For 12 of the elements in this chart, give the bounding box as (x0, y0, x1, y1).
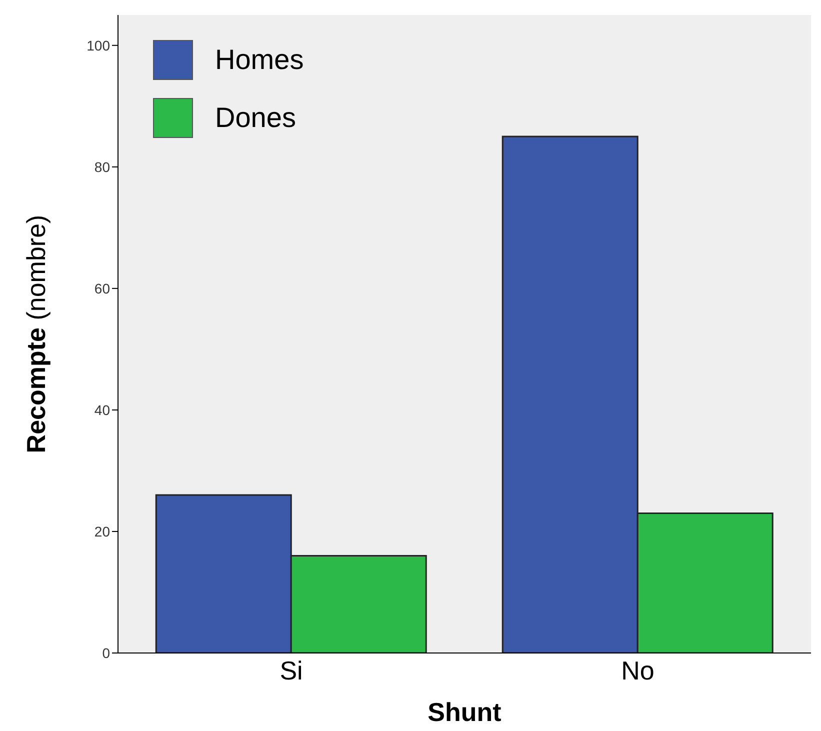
y-axis-title: Recompte (nombre) (21, 214, 51, 454)
y-tick-label: 20 (94, 523, 110, 540)
y-tick-label: 100 (86, 37, 110, 54)
y-tick-label: 80 (94, 158, 110, 175)
y-tick-label: 40 (94, 402, 110, 418)
x-tick-label: No (621, 655, 654, 686)
x-tick-label: Si (280, 655, 303, 686)
legend-label: Homes (215, 44, 304, 76)
x-axis-title: Shunt (428, 697, 502, 727)
legend-label: Dones (215, 102, 296, 134)
y-tick-label: 60 (94, 280, 110, 296)
y-tick-label: 0 (102, 644, 110, 661)
